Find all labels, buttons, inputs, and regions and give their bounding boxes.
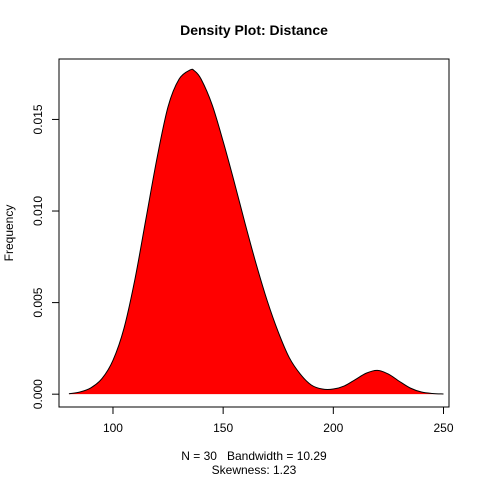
y-tick-label: 0.010 <box>31 196 45 226</box>
chart-title: Density Plot: Distance <box>180 22 328 38</box>
subtitle-skewness: Skewness: 1.23 <box>212 463 297 477</box>
subtitle-n-bandwidth: N = 30 Bandwidth = 10.29 <box>181 449 327 463</box>
y-tick-label: 0.005 <box>31 287 45 317</box>
y-tick-label: 0.015 <box>31 104 45 134</box>
x-tick-label: 100 <box>103 421 123 435</box>
density-curve-line <box>68 68 444 395</box>
x-tick-label: 250 <box>433 421 453 435</box>
x-tick-label: 150 <box>213 421 233 435</box>
x-tick-label: 200 <box>323 421 343 435</box>
density-area-fill <box>68 69 444 395</box>
plot-area <box>58 58 450 408</box>
x-axis: 100 150 200 250 <box>103 406 454 435</box>
y-tick-label: 0.000 <box>31 379 45 409</box>
y-axis: 0.000 0.005 0.010 0.015 <box>31 104 60 409</box>
y-axis-label: Frequency <box>2 205 16 262</box>
